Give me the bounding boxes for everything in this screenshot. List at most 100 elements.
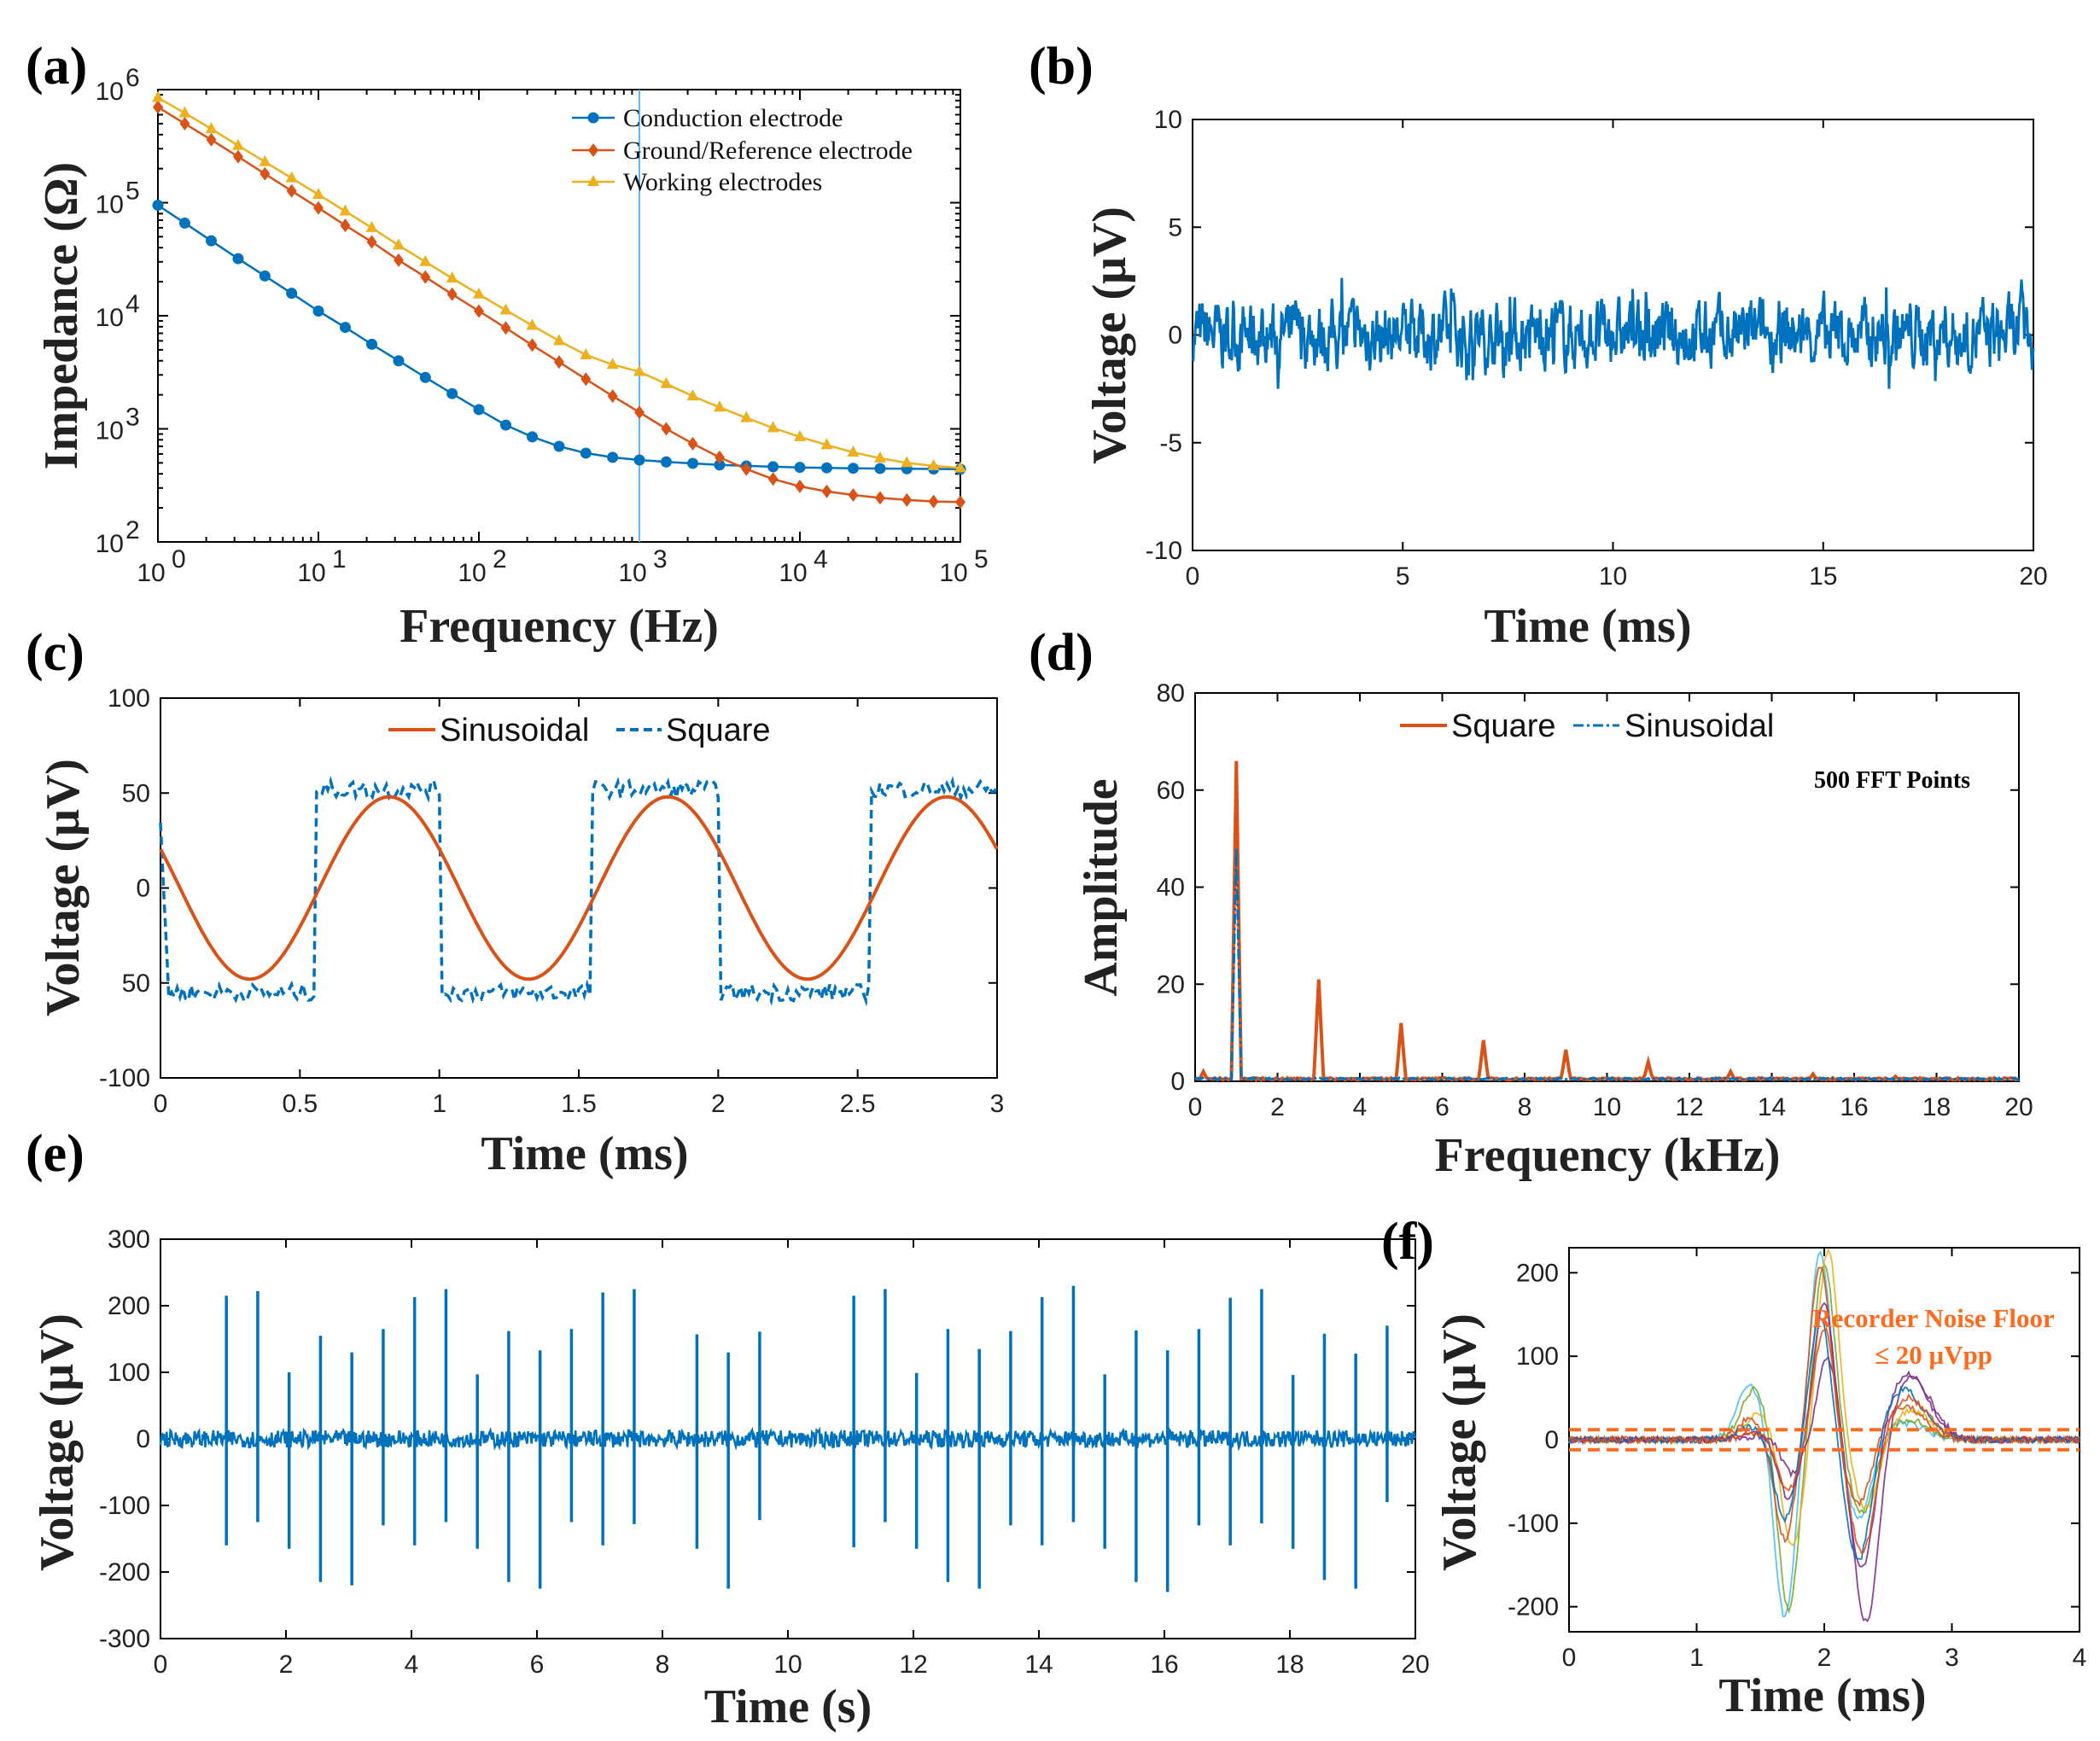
y-tick-label: 300 (108, 1226, 150, 1254)
data-point (954, 461, 966, 473)
data-point (821, 484, 832, 498)
x-tick-label: 4 (1353, 1093, 1368, 1121)
y-tick-label: 60 (1157, 777, 1185, 805)
data-point (232, 253, 244, 265)
data-point (285, 171, 298, 183)
data-point (446, 387, 458, 399)
x-tick-label: 2 (711, 1090, 726, 1118)
panel-label-c: (c) (26, 624, 85, 682)
data-point (820, 462, 832, 474)
data-point (527, 338, 538, 352)
data-point (686, 389, 699, 401)
x-tick-label: 3 (990, 1090, 1005, 1118)
x-tick-label: 2 (1817, 1644, 1832, 1672)
x-tick-label: 20 (2004, 1093, 2033, 1121)
panel-a-y-label: Impedance (Ω) (35, 162, 88, 470)
panel-d-series (1193, 760, 2020, 1083)
data-point (633, 364, 645, 376)
panel-f-series (1568, 1248, 2080, 1622)
y-tick-label: 80 (1157, 679, 1185, 707)
spike-waveform (1568, 1248, 2080, 1546)
data-point (526, 431, 538, 443)
legend-entry: Conduction electrode (623, 104, 843, 132)
panel-f-annotation-line1: Recorder Noise Floor (1812, 1303, 2055, 1333)
data-point (714, 450, 725, 464)
data-point (553, 440, 565, 452)
data-point (339, 204, 352, 216)
panel-f-y-label: Voltage (μV) (1433, 1313, 1486, 1571)
x-tick-label: 2.5 (840, 1090, 876, 1118)
data-point (500, 321, 511, 335)
x-tick-label: 1.5 (561, 1090, 597, 1118)
data-point (393, 355, 405, 367)
data-point (553, 355, 564, 370)
panel-d-plot-area (1194, 692, 2020, 1082)
legend-marker (588, 143, 598, 157)
panel-a-x-ticks: 10 0 10 1 10 2 10 3 10 4 10 5 (137, 90, 989, 587)
square-spectrum-line (1195, 760, 2020, 1083)
data-point (473, 404, 485, 416)
data-point (152, 90, 164, 102)
panel-f-spike-overlay-chart: (f) 0 1 2 3 4 -200 -100 0 100 200 Recorder Noise … (1381, 1213, 2086, 1722)
x-tick-label: 20 (2019, 562, 2047, 591)
data-point (205, 235, 217, 247)
x-tick-label: 6 (530, 1651, 545, 1679)
data-point (660, 376, 673, 388)
panel-b-x-label: Time (ms) (1484, 600, 1691, 653)
x-tick-label: 0 (1562, 1644, 1577, 1672)
y-tick-exponent: 5 (125, 178, 140, 206)
x-tick-label: 0 (154, 1651, 168, 1679)
legend-entry: Working electrodes (623, 168, 822, 196)
data-point (420, 270, 431, 284)
data-point (794, 429, 806, 441)
data-point (687, 436, 698, 451)
panel-d-annotation: 500 FFT Points (1814, 767, 1970, 794)
baseline-noise (159, 1426, 1417, 1452)
data-point (740, 411, 753, 422)
data-point (686, 457, 698, 469)
data-point (927, 458, 940, 470)
data-point (260, 166, 271, 181)
data-point (446, 287, 458, 301)
panel-label-a: (a) (26, 38, 87, 96)
y-tick-label: 0 (1544, 1426, 1559, 1454)
panel-a-x-label: Frequency (Hz) (400, 600, 719, 653)
panel-e-spike-train-chart: (e) 0 2 4 6 8 10 12 14 16 18 20 -300 -200 -100 0 100 200… (26, 1125, 1430, 1733)
y-tick-label: 0 (1170, 1068, 1185, 1096)
y-tick-label: 50 (122, 779, 150, 807)
x-tick-label: 4 (405, 1651, 419, 1679)
x-tick-label: 3 (1945, 1644, 1959, 1672)
data-point (848, 488, 859, 503)
x-tick-label: 16 (1150, 1651, 1178, 1679)
y-tick-label: 10 (96, 78, 124, 106)
data-point (313, 201, 324, 215)
data-point (312, 306, 324, 317)
y-tick-label: -100 (1508, 1510, 1559, 1538)
data-point (474, 304, 484, 318)
data-point (179, 116, 190, 131)
y-tick-label: 10 (96, 191, 124, 219)
data-point (580, 372, 592, 387)
spike-waveform (1568, 1327, 2080, 1555)
y-tick-label: 50 (122, 969, 150, 998)
y-tick-label: 10 (96, 304, 124, 332)
data-point (955, 495, 965, 509)
data-point (178, 106, 191, 118)
panel-e-series (159, 1285, 1417, 1593)
y-tick-label: -200 (99, 1558, 150, 1587)
x-tick-label: 8 (1518, 1093, 1532, 1121)
data-point (231, 138, 244, 150)
data-point (874, 491, 885, 505)
legend-entry-square: Square (666, 713, 771, 748)
data-point (606, 358, 619, 370)
panel-d-fft-chart: (d) 0 2 4 6 8 10 12 14 16 18 20 0 20 40 60 80 Square Sin… (1029, 624, 2033, 1182)
y-tick-label: 20 (1157, 970, 1185, 999)
panel-c-legend: Sinusoidal Square (388, 713, 771, 748)
y-tick-label: 0 (136, 1425, 150, 1453)
data-point (419, 371, 431, 383)
x-tick-label: 16 (1840, 1093, 1868, 1121)
panel-e-x-label: Time (s) (704, 1680, 872, 1733)
x-tick-label: 10 (458, 559, 486, 587)
